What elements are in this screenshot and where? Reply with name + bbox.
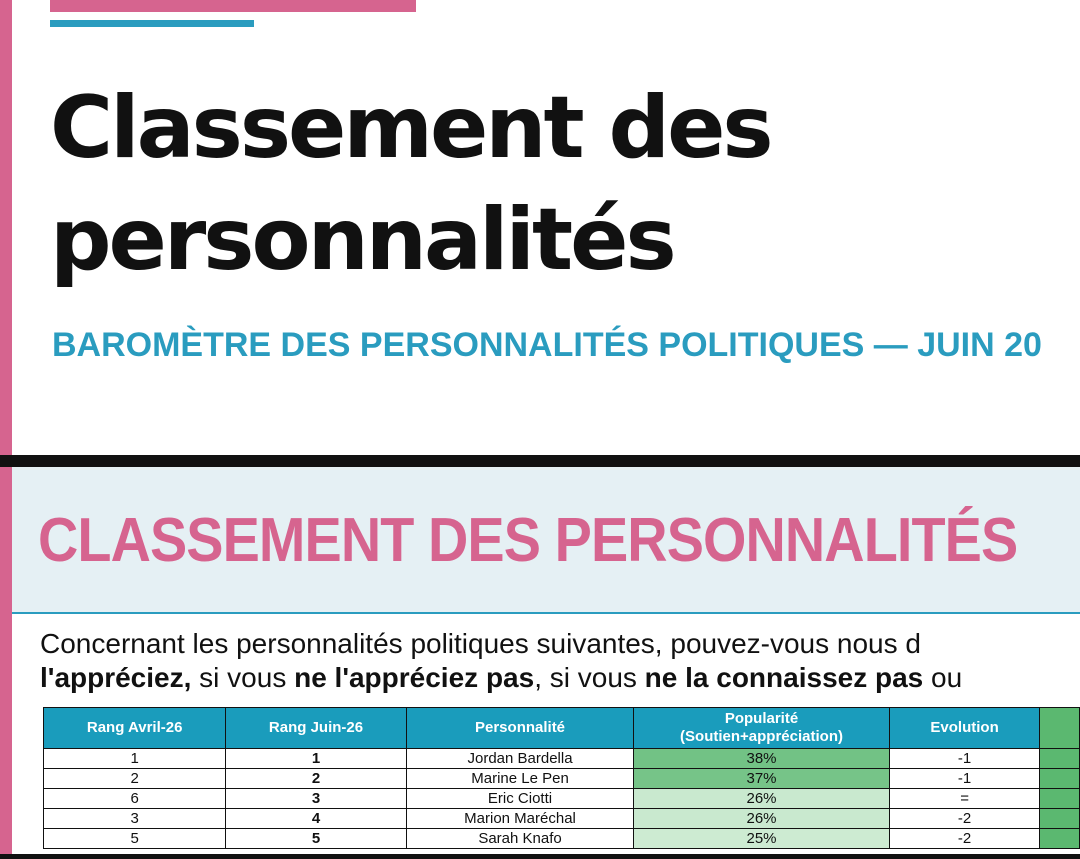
table-row: 1 1 Jordan Bardella 38% -1 bbox=[42, 748, 1080, 769]
table-cell: -2 bbox=[888, 808, 1041, 829]
table-cell bbox=[1039, 748, 1080, 769]
table-cell: 38% bbox=[633, 748, 890, 769]
table-cell: -2 bbox=[888, 828, 1041, 849]
table-cell: 1 bbox=[42, 748, 227, 769]
header-label: Personnalité bbox=[475, 719, 566, 736]
header-row: Rang Avril-26 Rang Juin-26 Personnalité Pop… bbox=[42, 707, 1080, 749]
accent-bar bbox=[50, 0, 416, 12]
accent-bar bbox=[50, 20, 254, 27]
title-line: personnalités bbox=[50, 190, 677, 290]
emphasis: ne l'appréciez pas bbox=[294, 662, 535, 693]
table-cell: Sarah Knafo bbox=[405, 828, 635, 849]
question: l'appréciez, si vous ne l'appréciez pas,… bbox=[40, 662, 962, 694]
table-row: 6 3 Eric Ciotti 26% = bbox=[42, 788, 1080, 809]
header-label: Rang Juin-26 bbox=[268, 719, 364, 736]
divider bbox=[0, 854, 1080, 859]
table-cell: 1 bbox=[225, 748, 407, 769]
table-cell: Eric Ciotti bbox=[405, 788, 635, 809]
table-cell: 26% bbox=[633, 808, 890, 829]
table-cell: 25% bbox=[633, 828, 890, 849]
question: Concernant les personnalités politiques … bbox=[40, 628, 921, 659]
text: si vous bbox=[191, 662, 295, 693]
table-cell: Marine Le Pen bbox=[405, 768, 635, 789]
table-cell: = bbox=[888, 788, 1041, 809]
table-cell: -1 bbox=[888, 748, 1041, 769]
column-header: Rang Avril-26 bbox=[42, 707, 227, 749]
column-header: Evolution bbox=[888, 707, 1041, 749]
column-header: Personnalité bbox=[405, 707, 635, 749]
header-label: Rang Avril-26 bbox=[86, 719, 183, 736]
table-cell: 37% bbox=[633, 768, 890, 789]
column-header: Popularité (Soutien+appréciation) bbox=[633, 707, 890, 749]
title: Classement des personnalités bbox=[50, 72, 774, 296]
emphasis: l'appréciez, bbox=[40, 662, 192, 693]
divider bbox=[0, 455, 1080, 467]
emphasis: ne la connaissez pas bbox=[644, 662, 924, 693]
table-cell: 5 bbox=[225, 828, 407, 849]
table-cell bbox=[1039, 828, 1080, 849]
table-cell: 26% bbox=[633, 788, 890, 809]
table-cell bbox=[1039, 808, 1080, 829]
header-label: Popularité bbox=[724, 710, 799, 727]
table-row: 2 2 Marine Le Pen 37% -1 bbox=[42, 768, 1080, 789]
table-cell: 4 bbox=[225, 808, 407, 829]
accent-bar bbox=[0, 0, 12, 859]
table-cell: Marion Maréchal bbox=[405, 808, 635, 829]
table-cell: Jordan Bardella bbox=[405, 748, 635, 769]
section-heading: CLASSEMENT DES PERSONNALITÉS bbox=[38, 506, 1018, 575]
text: ou bbox=[923, 662, 963, 693]
table-cell: 2 bbox=[42, 768, 227, 789]
table-cell: 6 bbox=[42, 788, 227, 809]
column-header bbox=[1039, 707, 1080, 749]
table-cell: 3 bbox=[225, 788, 407, 809]
header-sublabel: (Soutien+appréciation) bbox=[680, 728, 843, 745]
heading-band bbox=[12, 467, 1080, 614]
table-cell bbox=[1039, 768, 1080, 789]
header-label: Evolution bbox=[930, 719, 999, 736]
title-line: Classement des bbox=[50, 78, 774, 178]
table-cell bbox=[1039, 788, 1080, 809]
table-cell: -1 bbox=[888, 768, 1041, 789]
table-cell: 3 bbox=[42, 808, 227, 829]
table-cell: 2 bbox=[225, 768, 407, 789]
text: , si vous bbox=[534, 662, 645, 693]
column-header: Rang Juin-26 bbox=[225, 707, 407, 749]
ranking-table: Rang Avril-26 Rang Juin-26 Personnalité Pop… bbox=[42, 707, 1080, 849]
table-row: 3 4 Marion Maréchal 26% -2 bbox=[42, 808, 1080, 829]
table-cell: 5 bbox=[42, 828, 227, 849]
subtitle: BAROMÈTRE DES PERSONNALITÉS POLITIQUES —… bbox=[52, 326, 1042, 364]
table-row: 5 5 Sarah Knafo 25% -2 bbox=[42, 828, 1080, 849]
